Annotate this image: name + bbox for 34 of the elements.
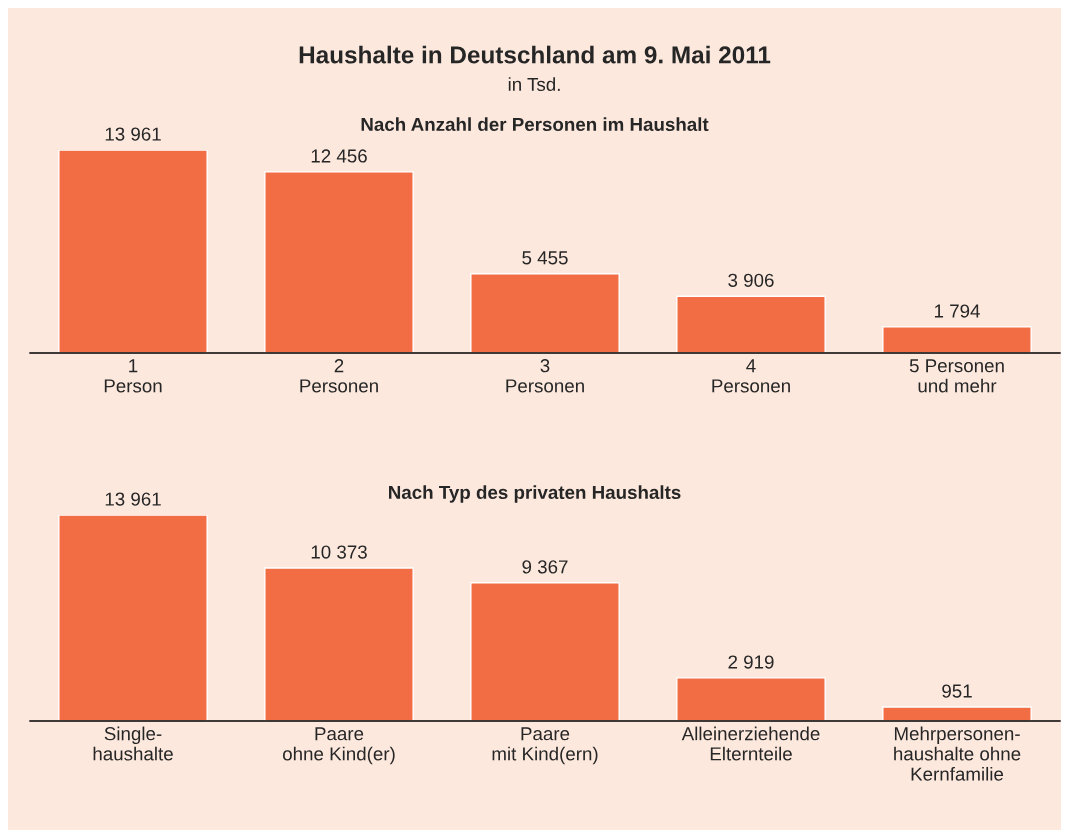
x-tick-label: Alleinerziehende Elternteile	[681, 726, 820, 761]
data-label: 1 794	[934, 304, 980, 318]
bar	[470, 272, 620, 353]
x-tick-label: 5 Personen und mehr	[909, 359, 1004, 393]
data-label: 2 919	[728, 655, 774, 669]
x-tick-label: Single- haushalte	[93, 726, 173, 761]
bar	[882, 706, 1032, 721]
data-label: 951	[942, 684, 972, 698]
bar	[58, 150, 208, 353]
x-tick-label: 3 Personen	[506, 359, 584, 393]
bar	[264, 567, 414, 721]
bar	[882, 326, 1032, 353]
data-label: 12 456	[311, 149, 367, 163]
bar	[470, 582, 620, 721]
bar	[676, 295, 826, 353]
bar	[58, 515, 208, 721]
data-label: 13 961	[105, 492, 161, 506]
chart-title: Haushalte in Deutschland am 9. Mai 2011	[299, 45, 771, 64]
x-tick-label: 1 Person	[104, 359, 162, 393]
data-label: 5 455	[522, 251, 568, 265]
text: Nach Anzahl der Personen im Haushalt	[361, 117, 709, 132]
data-label: 9 367	[522, 560, 568, 574]
chart-subtitle: in Tsd.	[508, 77, 560, 92]
x-tick-label: 2 Personen	[300, 359, 378, 393]
x-tick-label: 4 Personen	[712, 359, 790, 393]
x-tick-label: Mehrpersonen- haushalte ohne Kernfamilie	[894, 726, 1021, 781]
data-label: 10 373	[311, 545, 367, 559]
data-label: 3 906	[728, 273, 774, 287]
x-tick-label: Paare mit Kind(ern)	[492, 727, 598, 765]
x-tick-label: Paare ohne Kind(er)	[282, 727, 395, 765]
chart-title: Nach Typ des privaten Haushalts	[389, 485, 681, 503]
bar	[676, 677, 826, 721]
data-label: 13 961	[105, 127, 161, 141]
bar	[264, 171, 414, 353]
